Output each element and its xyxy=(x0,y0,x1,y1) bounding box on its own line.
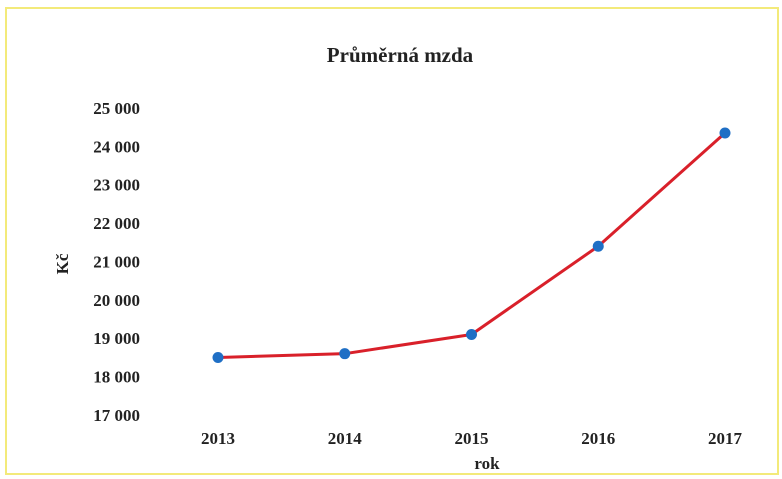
x-tick-label: 2013 xyxy=(201,429,235,448)
x-tick-label: 2014 xyxy=(328,429,363,448)
marker xyxy=(719,127,731,139)
chart-title: Průměrná mzda xyxy=(327,43,474,67)
x-tick-label: 2017 xyxy=(708,429,743,448)
y-tick-label: 25 000 xyxy=(93,99,140,118)
marker xyxy=(592,240,604,252)
y-tick-label: 22 000 xyxy=(93,214,140,233)
x-tick-label: 2016 xyxy=(581,429,615,448)
marker xyxy=(466,328,477,340)
y-tick-label: 18 000 xyxy=(93,368,140,387)
x-tick-label: 2015 xyxy=(455,429,489,448)
y-tick-label: 24 000 xyxy=(93,137,140,156)
y-tick-label: 19 000 xyxy=(93,329,140,348)
y-tick-label: 21 000 xyxy=(93,252,140,271)
frame xyxy=(5,7,779,475)
y-tick-label: 20 000 xyxy=(93,291,140,310)
y-tick-label: 23 000 xyxy=(93,176,140,195)
marker xyxy=(212,352,224,364)
marker xyxy=(339,348,351,360)
y-axis-label: Kč xyxy=(53,253,72,274)
y-tick-label: 17 000 xyxy=(93,406,140,425)
x-axis-label: rok xyxy=(474,454,500,473)
